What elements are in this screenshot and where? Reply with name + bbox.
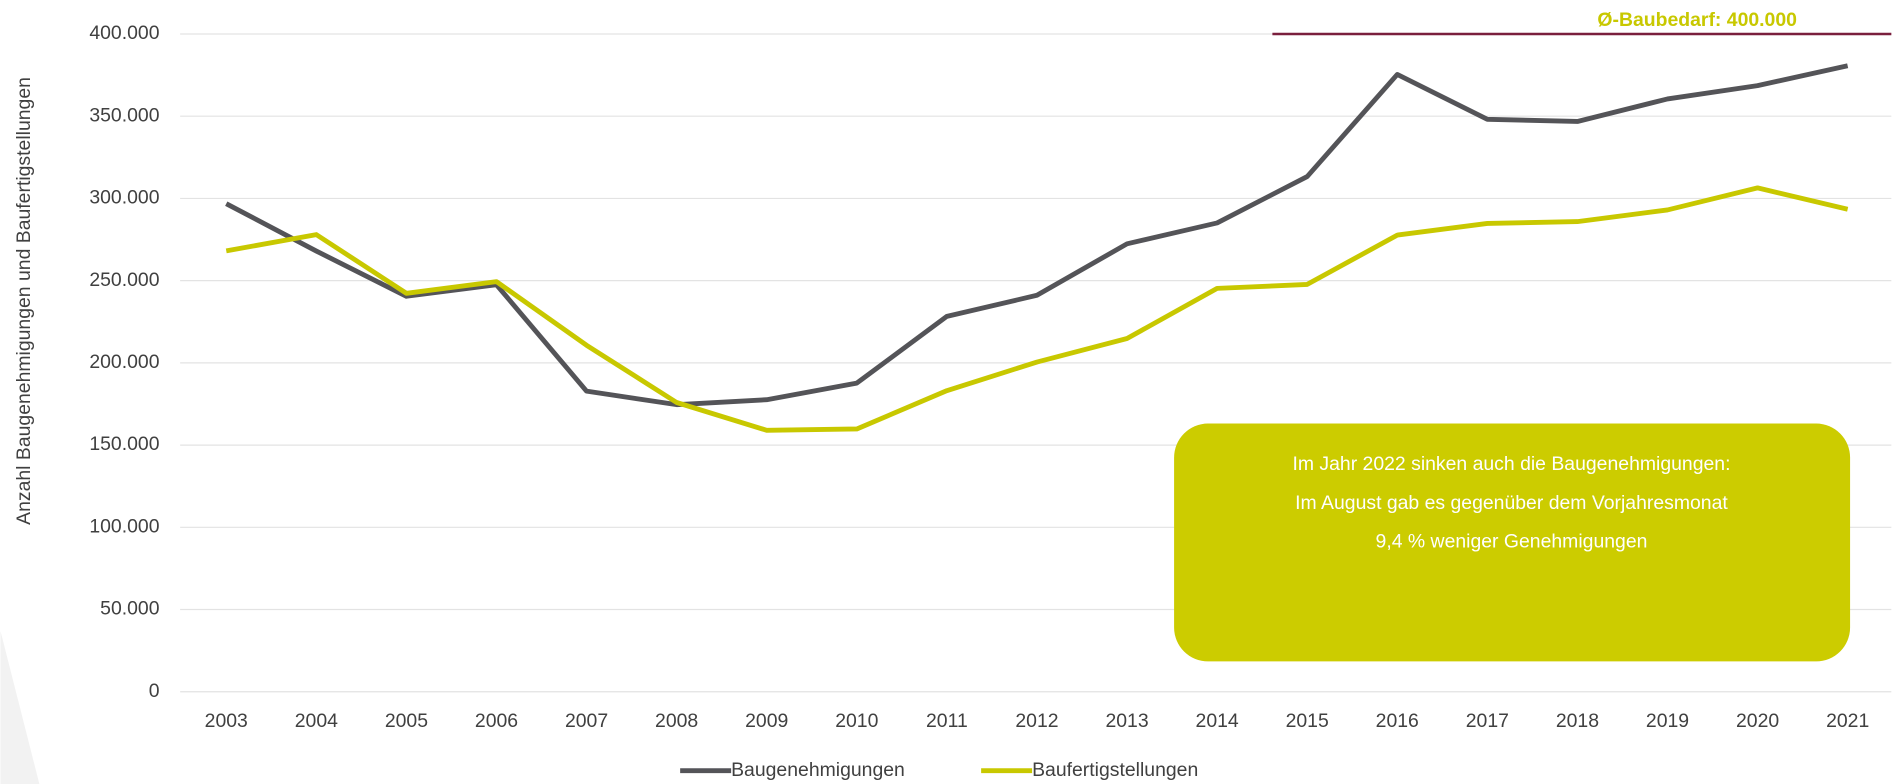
y-tick-label: 150.000 [89, 433, 159, 455]
y-tick-label: 250.000 [89, 269, 159, 291]
x-tick-label: 2019 [1646, 710, 1689, 732]
x-tick-label: 2004 [295, 710, 338, 732]
y-tick-label: 50.000 [100, 598, 160, 620]
x-tick-label: 2005 [385, 710, 428, 732]
x-tick-label: 2010 [835, 710, 878, 732]
x-tick-label: 2013 [1105, 710, 1148, 732]
callout-box [1174, 423, 1851, 662]
x-tick-label: 2020 [1736, 710, 1779, 732]
legend-label: Baufertigstellungen [1032, 759, 1198, 781]
x-tick-label: 2011 [926, 710, 968, 732]
x-tick-label: 2006 [475, 710, 518, 732]
y-tick-label: 400.000 [89, 22, 159, 44]
x-tick-label: 2018 [1556, 710, 1599, 732]
y-tick-label: 100.000 [89, 515, 159, 537]
x-tick-label: 2008 [655, 710, 698, 732]
callout-text: Im Jahr 2022 sinken auch die Baugenehmig… [1292, 453, 1730, 475]
y-tick-label: 0 [149, 680, 160, 702]
x-tick-label: 2015 [1286, 710, 1329, 732]
x-tick-label: 2007 [565, 710, 608, 732]
x-tick-label: 2009 [745, 710, 788, 732]
x-tick-label: 2017 [1466, 710, 1509, 732]
callout-text: Im August gab es gegenüber dem Vorjahres… [1295, 492, 1728, 514]
callout-text: 9,4 % weniger Genehmigungen [1376, 531, 1648, 553]
legend-label: Baugenehmigungen [731, 759, 905, 781]
x-tick-label: 2014 [1196, 710, 1239, 732]
x-tick-label: 2021 [1826, 710, 1869, 732]
x-tick-label: 2012 [1015, 710, 1058, 732]
x-tick-label: 2003 [205, 710, 248, 732]
y-tick-label: 300.000 [89, 187, 159, 209]
y-tick-label: 350.000 [89, 104, 159, 126]
decoration [0, 631, 40, 784]
line-series [225, 63, 1849, 408]
line-series [225, 185, 1849, 433]
y-tick-label: 200.000 [89, 351, 159, 373]
reference-label: Ø-Baubedarf: 400.000 [1597, 9, 1797, 31]
y-axis-label: Anzahl Baugenehmigungen und Baufertigste… [13, 77, 35, 525]
x-tick-label: 2016 [1376, 710, 1419, 732]
